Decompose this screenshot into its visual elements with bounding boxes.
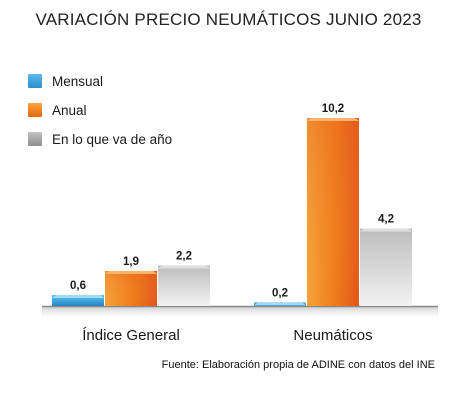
data-label-anual-neumaticos: 10,2: [322, 103, 344, 115]
legend-label-en-lo-que-va-de-ano: En lo que va de año: [52, 131, 173, 147]
category-label-neumaticos: Neumáticos: [293, 327, 372, 344]
data-label-en-lo-que-va-de-ano-indice-general: 2,2: [176, 250, 192, 262]
bar-shade-anual-indice-general: [105, 270, 157, 306]
legend-swatch-mensual: [28, 74, 42, 88]
bar-cap-en-lo-que-va-de-ano-indice-general: [158, 265, 210, 269]
bar-mensual-indice-general: [52, 294, 104, 306]
chart-title: VARIACIÓN PRECIO NEUMÁTICOS JUNIO 2023: [35, 10, 422, 29]
floor-shadow: [42, 306, 438, 320]
bar-cap-mensual-neumaticos: [254, 302, 306, 306]
legend-label-anual: Anual: [52, 102, 87, 118]
bar-cap-anual-indice-general: [105, 270, 157, 274]
legend-item-anual: Anual: [28, 99, 172, 121]
legend-item-mensual: Mensual: [28, 70, 172, 92]
legend-swatch-en-lo-que-va-de-ano: [28, 132, 42, 146]
category-label-indice-general: Índice General: [82, 327, 180, 344]
data-label-mensual-neumaticos: 0,2: [272, 287, 288, 299]
bar-cap-en-lo-que-va-de-ano-neumaticos: [360, 228, 412, 232]
legend-label-mensual: Mensual: [52, 73, 104, 89]
bar-en-lo-que-va-de-ano-indice-general: [158, 265, 210, 306]
data-label-en-lo-que-va-de-ano-neumaticos: 4,2: [378, 214, 394, 226]
bar-shade-anual-neumaticos: [307, 118, 359, 306]
legend-swatch-anual: [28, 103, 42, 117]
data-label-mensual-indice-general: 0,6: [70, 280, 86, 292]
data-label-anual-indice-general: 1,9: [123, 256, 139, 268]
legend: Mensual Anual En lo que va de año: [28, 70, 172, 157]
source-note: Fuente: Elaboración propia de ADINE con …: [161, 359, 435, 371]
bar-cap-mensual-indice-general: [52, 294, 104, 298]
bar-en-lo-que-va-de-ano-neumaticos: [360, 228, 412, 306]
bar-cap-anual-neumaticos: [307, 118, 359, 121]
legend-item-en-lo-que-va-de-ano: En lo que va de año: [28, 128, 172, 150]
